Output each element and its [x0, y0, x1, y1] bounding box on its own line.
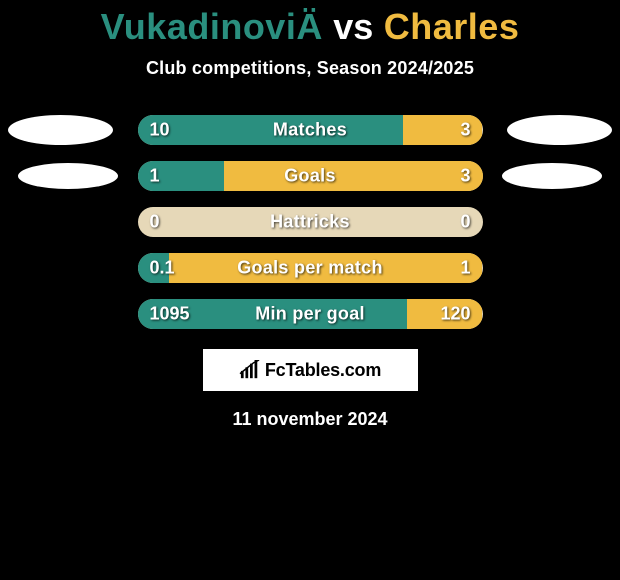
side-ellipse-left [18, 163, 118, 189]
bar-label: Min per goal [255, 304, 365, 325]
stat-row: Hattricks 0 0 [0, 207, 620, 237]
side-ellipse-left [8, 115, 113, 145]
brand-box: FcTables.com [203, 349, 418, 391]
bar-track: Min per goal 1095 120 [138, 299, 483, 329]
player2-name: Charles [384, 6, 520, 47]
vs-label: vs [333, 6, 373, 47]
stat-row: Goals 1 3 [0, 161, 620, 191]
bar-value-left: 10 [150, 120, 170, 141]
bar-track: Hattricks 0 0 [138, 207, 483, 237]
bar-track: Matches 10 3 [138, 115, 483, 145]
bar-value-right: 3 [460, 166, 470, 187]
bar-value-left: 1 [150, 166, 160, 187]
player1-name: VukadinoviÄ [101, 6, 323, 47]
bar-track: Goals 1 3 [138, 161, 483, 191]
date: 11 november 2024 [0, 409, 620, 430]
bar-track: Goals per match 0.1 1 [138, 253, 483, 283]
brand-text: FcTables.com [265, 360, 381, 381]
h2h-comparison-card: VukadinoviÄ vs Charles Club competitions… [0, 0, 620, 580]
bar-value-right: 0 [460, 212, 470, 233]
bar-seg-left [138, 115, 404, 145]
stat-row: Min per goal 1095 120 [0, 299, 620, 329]
subtitle: Club competitions, Season 2024/2025 [0, 58, 620, 79]
stat-bars: Matches 10 3 Goals 1 3 Hattricks 0 0 Goals per ma… [0, 115, 620, 329]
bar-value-left: 0 [150, 212, 160, 233]
bar-value-left: 0.1 [150, 258, 175, 279]
bar-value-right: 120 [440, 304, 470, 325]
bar-value-left: 1095 [150, 304, 190, 325]
side-ellipse-right [502, 163, 602, 189]
bar-seg-right [403, 115, 482, 145]
stat-row: Goals per match 0.1 1 [0, 253, 620, 283]
stat-row: Matches 10 3 [0, 115, 620, 145]
bar-seg-right [224, 161, 483, 191]
side-ellipse-right [507, 115, 612, 145]
barchart-icon [239, 360, 261, 380]
bar-value-right: 3 [460, 120, 470, 141]
brand-bg: FcTables.com [206, 352, 415, 388]
bar-label: Hattricks [270, 212, 350, 233]
bar-label: Matches [273, 120, 347, 141]
bar-label: Goals per match [237, 258, 383, 279]
bar-value-right: 1 [460, 258, 470, 279]
title-row: VukadinoviÄ vs Charles [0, 0, 620, 48]
bar-label: Goals [284, 166, 336, 187]
